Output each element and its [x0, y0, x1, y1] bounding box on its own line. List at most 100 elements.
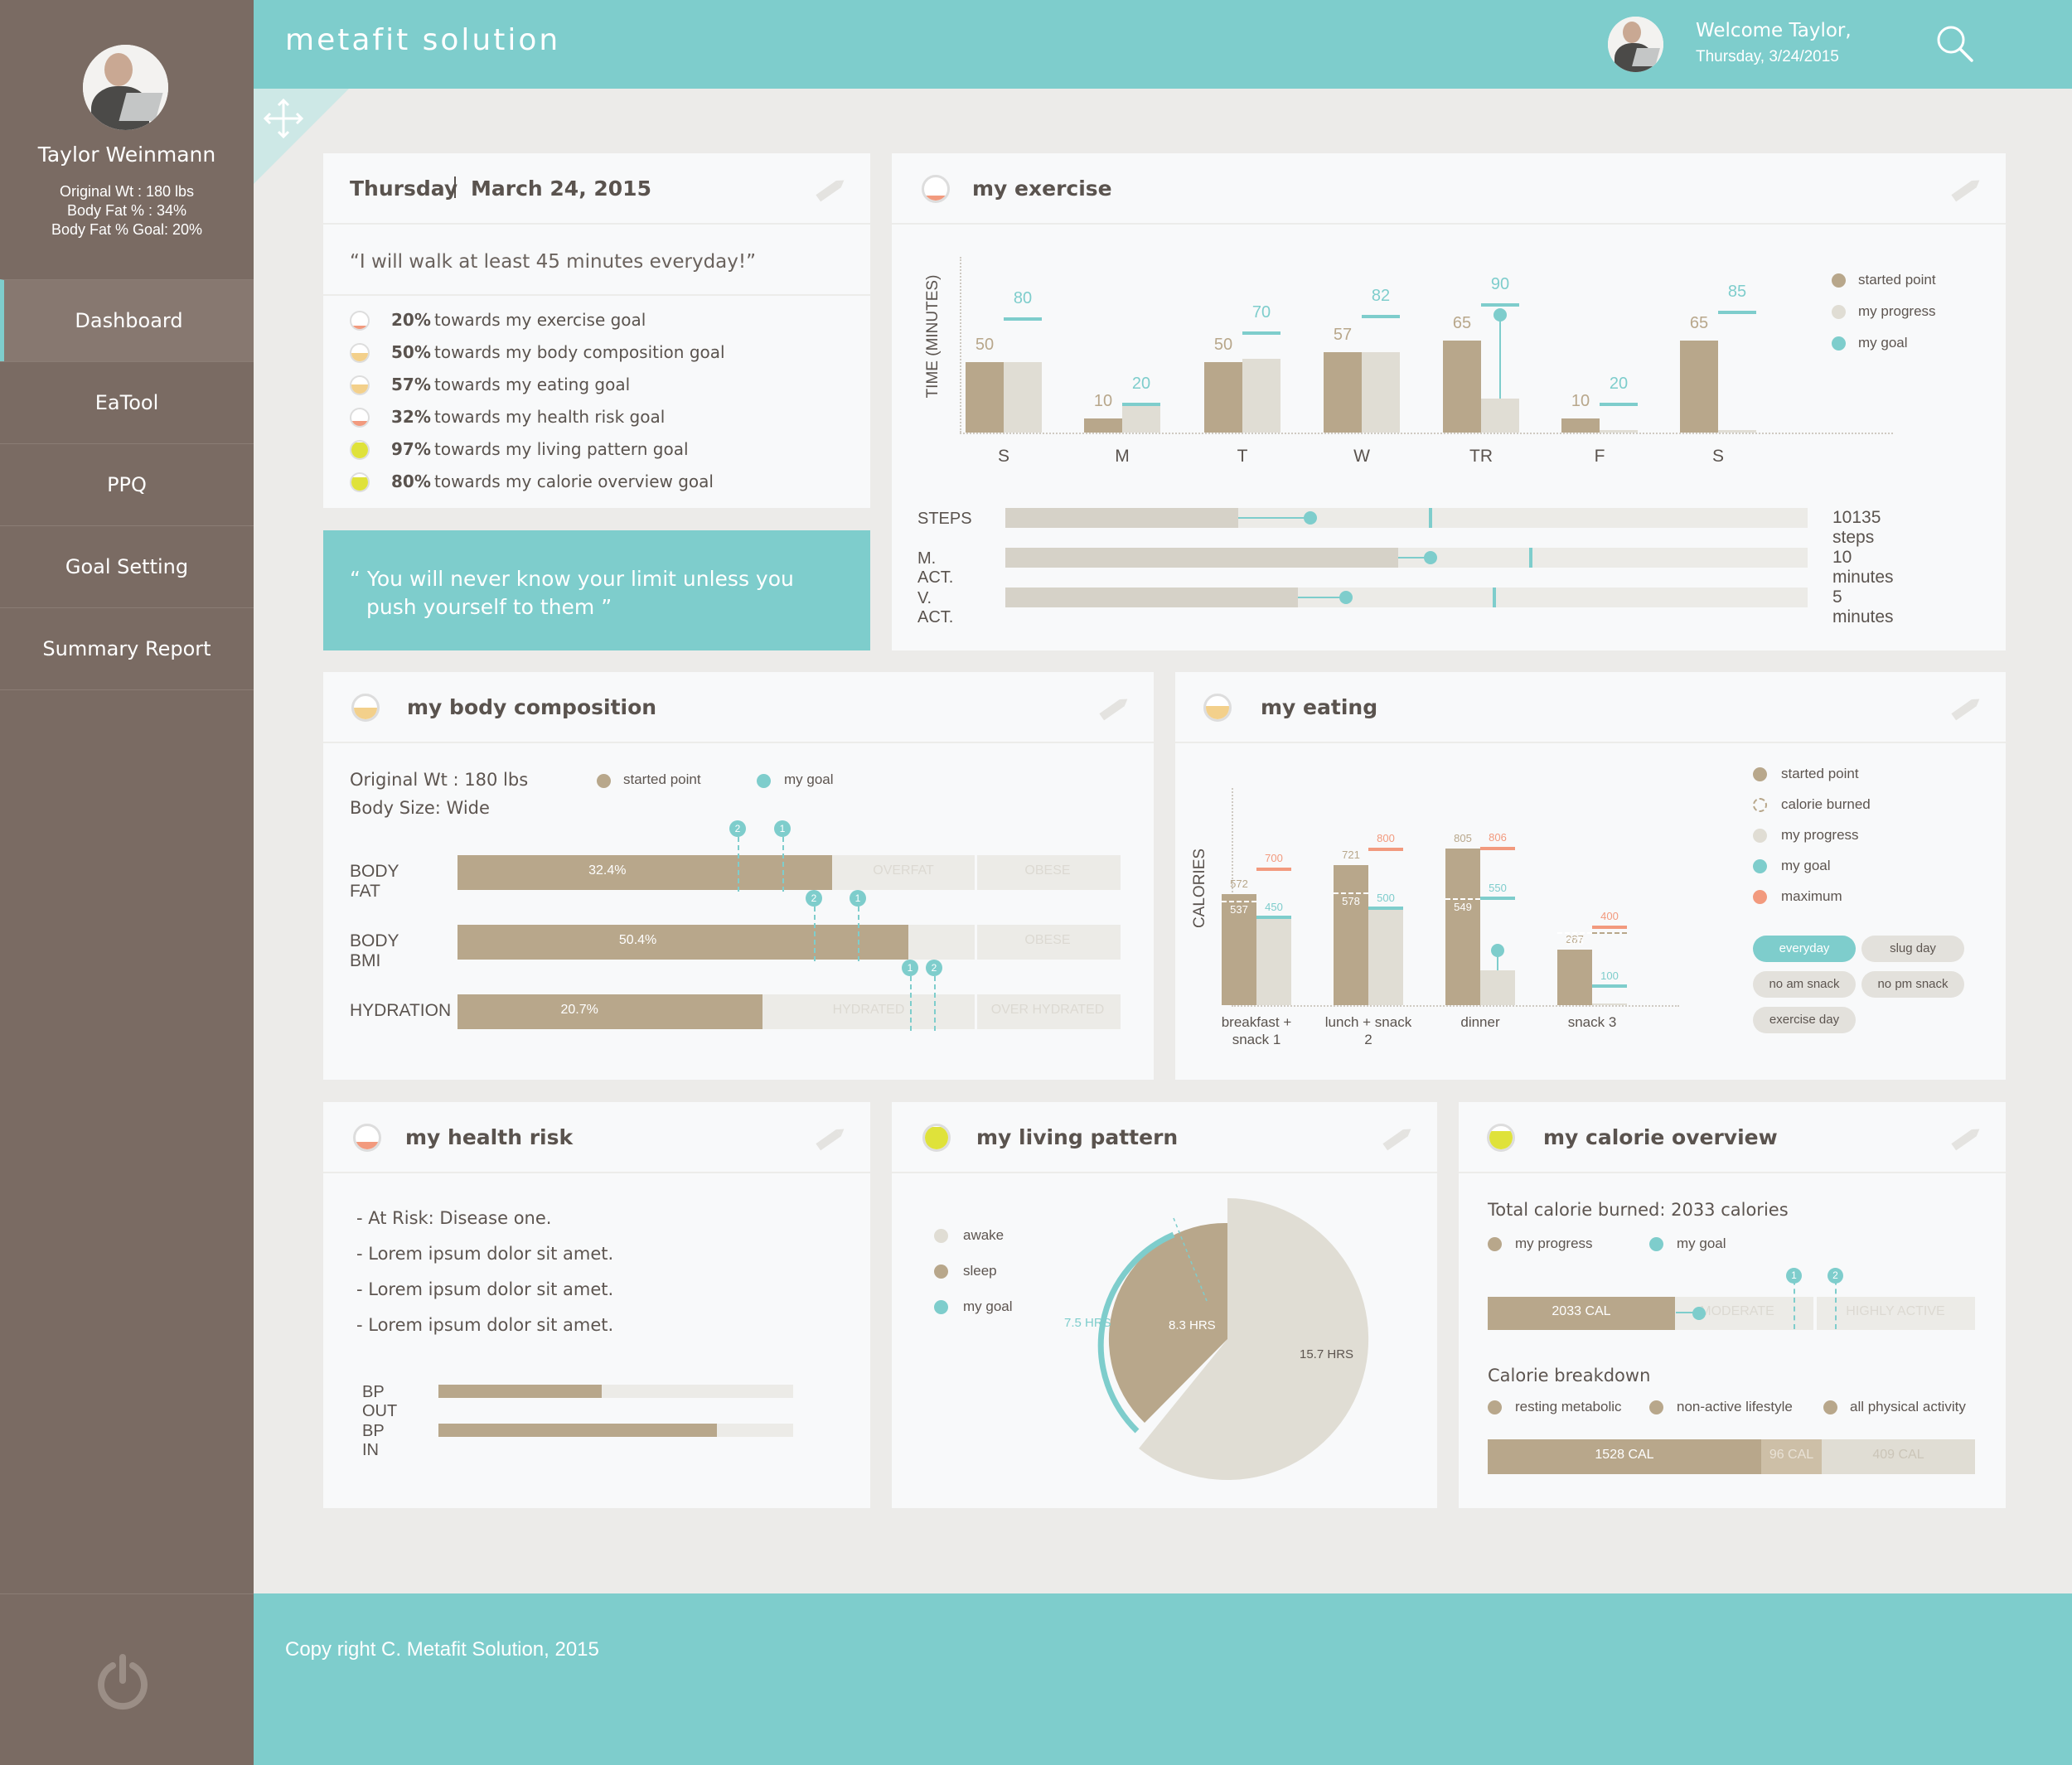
goal-text: towards my body composition goal — [434, 342, 725, 362]
value-label-max: 800 — [1377, 832, 1395, 844]
filter-tag-no-pm-snack[interactable]: no pm snack — [1861, 971, 1964, 998]
x-tick-label: snack 3 — [1567, 1014, 1617, 1030]
legend-dot — [597, 774, 611, 788]
legend-label: maximum — [1781, 888, 1842, 904]
goal-line — [1362, 314, 1400, 318]
bar-started — [1324, 351, 1362, 433]
goal-text: towards my calorie overview goal — [434, 471, 714, 491]
legend-dot — [1832, 305, 1846, 319]
goal-marker-1: 1 — [1786, 1268, 1802, 1284]
progress-stem — [1499, 315, 1501, 399]
goal-progress-fill — [351, 477, 368, 491]
goal-marker: 1 — [902, 960, 918, 976]
x-tick-label: TR — [1469, 447, 1493, 466]
bar-progress — [1368, 907, 1403, 1005]
quote-line: push yourself to them ” — [366, 595, 612, 619]
goal-line — [1368, 906, 1403, 910]
breakdown-segment — [1761, 1439, 1822, 1474]
profile-stat: Body Fat % : 34% — [66, 202, 187, 219]
filter-tag-everyday[interactable]: everyday — [1753, 936, 1856, 962]
zone-divider — [975, 994, 977, 1029]
metric-marker — [1339, 591, 1353, 604]
nav-item-dashboard[interactable]: Dashboard — [0, 279, 254, 361]
breakdown-value: 409 CAL — [1872, 1448, 1924, 1462]
nav-item-goal-setting[interactable]: Goal Setting — [0, 525, 254, 607]
body-composition-card: my body composition Original Wt : 180 lb… — [323, 672, 1154, 1080]
drag-handle[interactable] — [254, 89, 349, 184]
goal-line — [1835, 1271, 1837, 1329]
search-icon[interactable] — [1934, 23, 1976, 65]
nav-item-ppq[interactable]: PPQ — [0, 443, 254, 525]
metric-fill — [1005, 508, 1238, 528]
bar-progress — [1122, 404, 1160, 433]
x-tick-label: S — [997, 447, 1009, 466]
edit-icon[interactable] — [812, 1120, 849, 1157]
goal-line — [1256, 916, 1291, 920]
nav-item-eatool[interactable]: EaTool — [0, 361, 254, 443]
edit-icon[interactable] — [1096, 690, 1132, 727]
legend-label: my goal — [963, 1298, 1013, 1314]
profile-avatar[interactable] — [83, 45, 168, 130]
metric-connector — [1298, 597, 1347, 598]
zone-label: MODERATE — [1700, 1304, 1774, 1318]
legend-dot — [1753, 859, 1767, 873]
progress-icon — [353, 1124, 381, 1152]
copyright: Copy right C. Metafit Solution, 2015 — [285, 1638, 599, 1661]
body-row-label: HYDRATION — [350, 1001, 452, 1020]
goal-progress-icon — [350, 440, 370, 460]
eating-chart: CALORIES 572 537 450 700 breakfast + snack 1 7… — [1175, 672, 1714, 1080]
body-row-fill — [457, 994, 762, 1029]
body-row-label: BODY BMI — [350, 931, 399, 970]
breakdown-segment — [1822, 1439, 1975, 1474]
legend-label: started point — [623, 771, 701, 787]
bar-progress — [1718, 429, 1756, 433]
goal-progress-fill — [351, 420, 368, 426]
value-label-goal: 70 — [1251, 303, 1271, 322]
bar-started — [1204, 361, 1242, 433]
goal-text: towards my living pattern goal — [434, 439, 689, 459]
goal-percent: 20% — [391, 310, 431, 330]
value-label-started: 572 — [1230, 877, 1248, 890]
filter-tag-slug-day[interactable]: slug day — [1861, 936, 1964, 962]
filter-tag-exercise-day[interactable]: exercise day — [1753, 1007, 1856, 1033]
living-pattern-pie: 15.7 HRS 8.3 HRS 7.5 HRS — [1064, 1198, 1369, 1480]
y-axis-label: CALORIES — [1191, 848, 1208, 929]
value-label-max: 400 — [1600, 910, 1619, 922]
calorie-burned-line — [1445, 897, 1480, 900]
edit-icon[interactable] — [1948, 172, 1984, 208]
legend-label: started point — [1781, 766, 1859, 781]
metric-goal — [1429, 508, 1433, 528]
goal-row: 57% towards my eating goal — [350, 372, 814, 397]
goal-line — [1600, 402, 1638, 406]
legend-label: my goal — [1858, 335, 1908, 351]
bp-label: BP OUT — [362, 1383, 398, 1420]
body-row-value: 20.7% — [560, 1003, 598, 1017]
edit-icon[interactable] — [1948, 690, 1984, 727]
goal-progress-fill — [351, 326, 368, 329]
value-label-started: 805 — [1454, 831, 1472, 844]
legend-dot — [934, 1229, 948, 1243]
value-label-started: 65 — [1452, 313, 1472, 332]
legend-dot — [1832, 273, 1846, 288]
card-title: my health risk — [405, 1125, 574, 1149]
breakdown-value: 1528 CAL — [1595, 1448, 1654, 1462]
bar-started — [1222, 893, 1256, 1005]
nav-item-summary-report[interactable]: Summary Report — [0, 607, 254, 689]
bar-progress — [1592, 1003, 1627, 1005]
edit-icon[interactable] — [812, 172, 849, 208]
risk-item: - Lorem ipsum dolor sit amet. — [356, 1315, 614, 1335]
power-icon[interactable] — [93, 1652, 152, 1712]
legend-label: awake — [963, 1227, 1005, 1243]
filter-tag-no-am-snack[interactable]: no am snack — [1753, 971, 1856, 998]
edit-icon[interactable] — [1948, 1120, 1984, 1157]
progress-connector — [1676, 1312, 1699, 1313]
edit-icon[interactable] — [1379, 1120, 1416, 1157]
bp-fill — [438, 1385, 602, 1398]
metric-value: 10135 steps — [1832, 508, 1881, 547]
pie-slice-sleep — [1108, 1222, 1227, 1423]
goal-line — [782, 829, 784, 892]
activity-fill — [1488, 1297, 1675, 1330]
breakdown-segment — [1488, 1439, 1761, 1474]
max-line — [1480, 846, 1515, 850]
header-avatar[interactable] — [1608, 17, 1663, 72]
